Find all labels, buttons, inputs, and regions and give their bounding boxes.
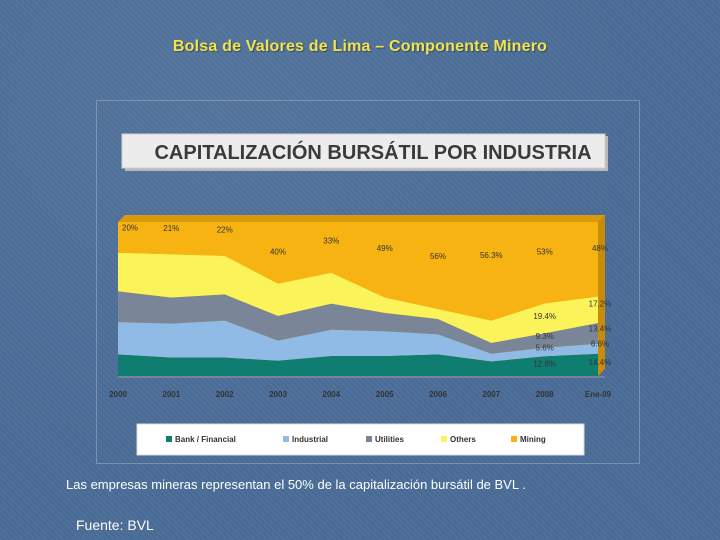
x-tick-label-7: 2006 xyxy=(429,390,447,399)
legend-label-2: Industrial xyxy=(292,435,328,444)
data-label-11: 19.4% xyxy=(533,312,556,321)
legend-label-1: Bank / Financial xyxy=(175,435,236,444)
legend-label-3: Utilities xyxy=(375,435,404,444)
slide-title: Bolsa de Valores de Lima – Componente Mi… xyxy=(172,38,548,55)
data-label-1: 20% xyxy=(122,223,138,232)
data-label-16: 6.6% xyxy=(591,340,609,349)
source-note: Fuente: BVL xyxy=(76,517,154,533)
x-axis: 2000 2001 2002 2003 2004 2005 2006 2007 2008 Ene-… xyxy=(109,376,612,399)
x-tick-label-1: 2000 xyxy=(109,390,127,399)
x-tick-label-6: 2005 xyxy=(376,390,394,399)
figure-frame xyxy=(96,100,640,464)
legend-label-5: Mining xyxy=(520,435,546,444)
data-label-15: 5.6% xyxy=(536,344,554,353)
x-tick-label-10: Ene-09 xyxy=(585,390,612,399)
data-label-14: 13.4% xyxy=(589,324,612,333)
area-series-5 xyxy=(118,222,598,321)
data-label-17: 12.8% xyxy=(533,360,556,369)
data-label-5: 33% xyxy=(323,237,339,246)
data-label-13: 9.3% xyxy=(536,332,554,341)
legend-swatch-3 xyxy=(366,436,372,442)
x-tick-label-3: 2002 xyxy=(216,390,234,399)
plot-area xyxy=(118,215,605,376)
x-tick-label-8: 2007 xyxy=(482,390,500,399)
data-label-7: 56% xyxy=(430,252,446,261)
area-series-3 xyxy=(118,291,598,354)
data-label-2: 21% xyxy=(163,224,179,233)
legend-swatch-4 xyxy=(441,436,447,442)
x-tick-label-5: 2004 xyxy=(322,390,340,399)
data-label-6: 49% xyxy=(377,244,393,253)
chart-title: CAPITALIZACIÓN BURSÁTIL POR INDUSTRIA xyxy=(154,140,591,164)
data-label-10: 48% xyxy=(592,244,608,253)
area-series-2 xyxy=(118,320,598,362)
caption: Las empresas mineras representan el 50% … xyxy=(66,477,526,492)
legend-swatch-1 xyxy=(166,436,172,442)
x-tick-label-4: 2003 xyxy=(269,390,287,399)
area-series-1 xyxy=(118,353,598,376)
data-label-18: 14.4% xyxy=(589,358,612,367)
data-label-4: 40% xyxy=(270,247,286,256)
data-label-9: 53% xyxy=(537,247,553,256)
area-series-4 xyxy=(118,252,598,343)
data-label-8: 56.3% xyxy=(480,251,503,260)
legend: Bank / Financial Industrial Utilities Other… xyxy=(136,423,585,456)
legend-box xyxy=(136,423,585,456)
legend-label-4: Others xyxy=(450,435,476,444)
data-label-12: 17.2% xyxy=(589,300,612,309)
x-tick-label-9: 2008 xyxy=(536,390,554,399)
chart-title-background xyxy=(121,133,606,169)
plot-side-wall xyxy=(598,215,605,376)
data-labels: 20% 21% 22% 40% 33% 49% 56% 56.3% 53% 48% 19.4% 17.… xyxy=(122,223,611,368)
legend-swatch-2 xyxy=(283,436,289,442)
legend-swatch-5 xyxy=(511,436,517,442)
x-tick-label-2: 2001 xyxy=(162,390,180,399)
data-label-3: 22% xyxy=(217,226,233,235)
plot-top-wall xyxy=(118,215,605,222)
chart-title-box: CAPITALIZACIÓN BURSÁTIL POR INDUSTRIA xyxy=(121,133,608,171)
